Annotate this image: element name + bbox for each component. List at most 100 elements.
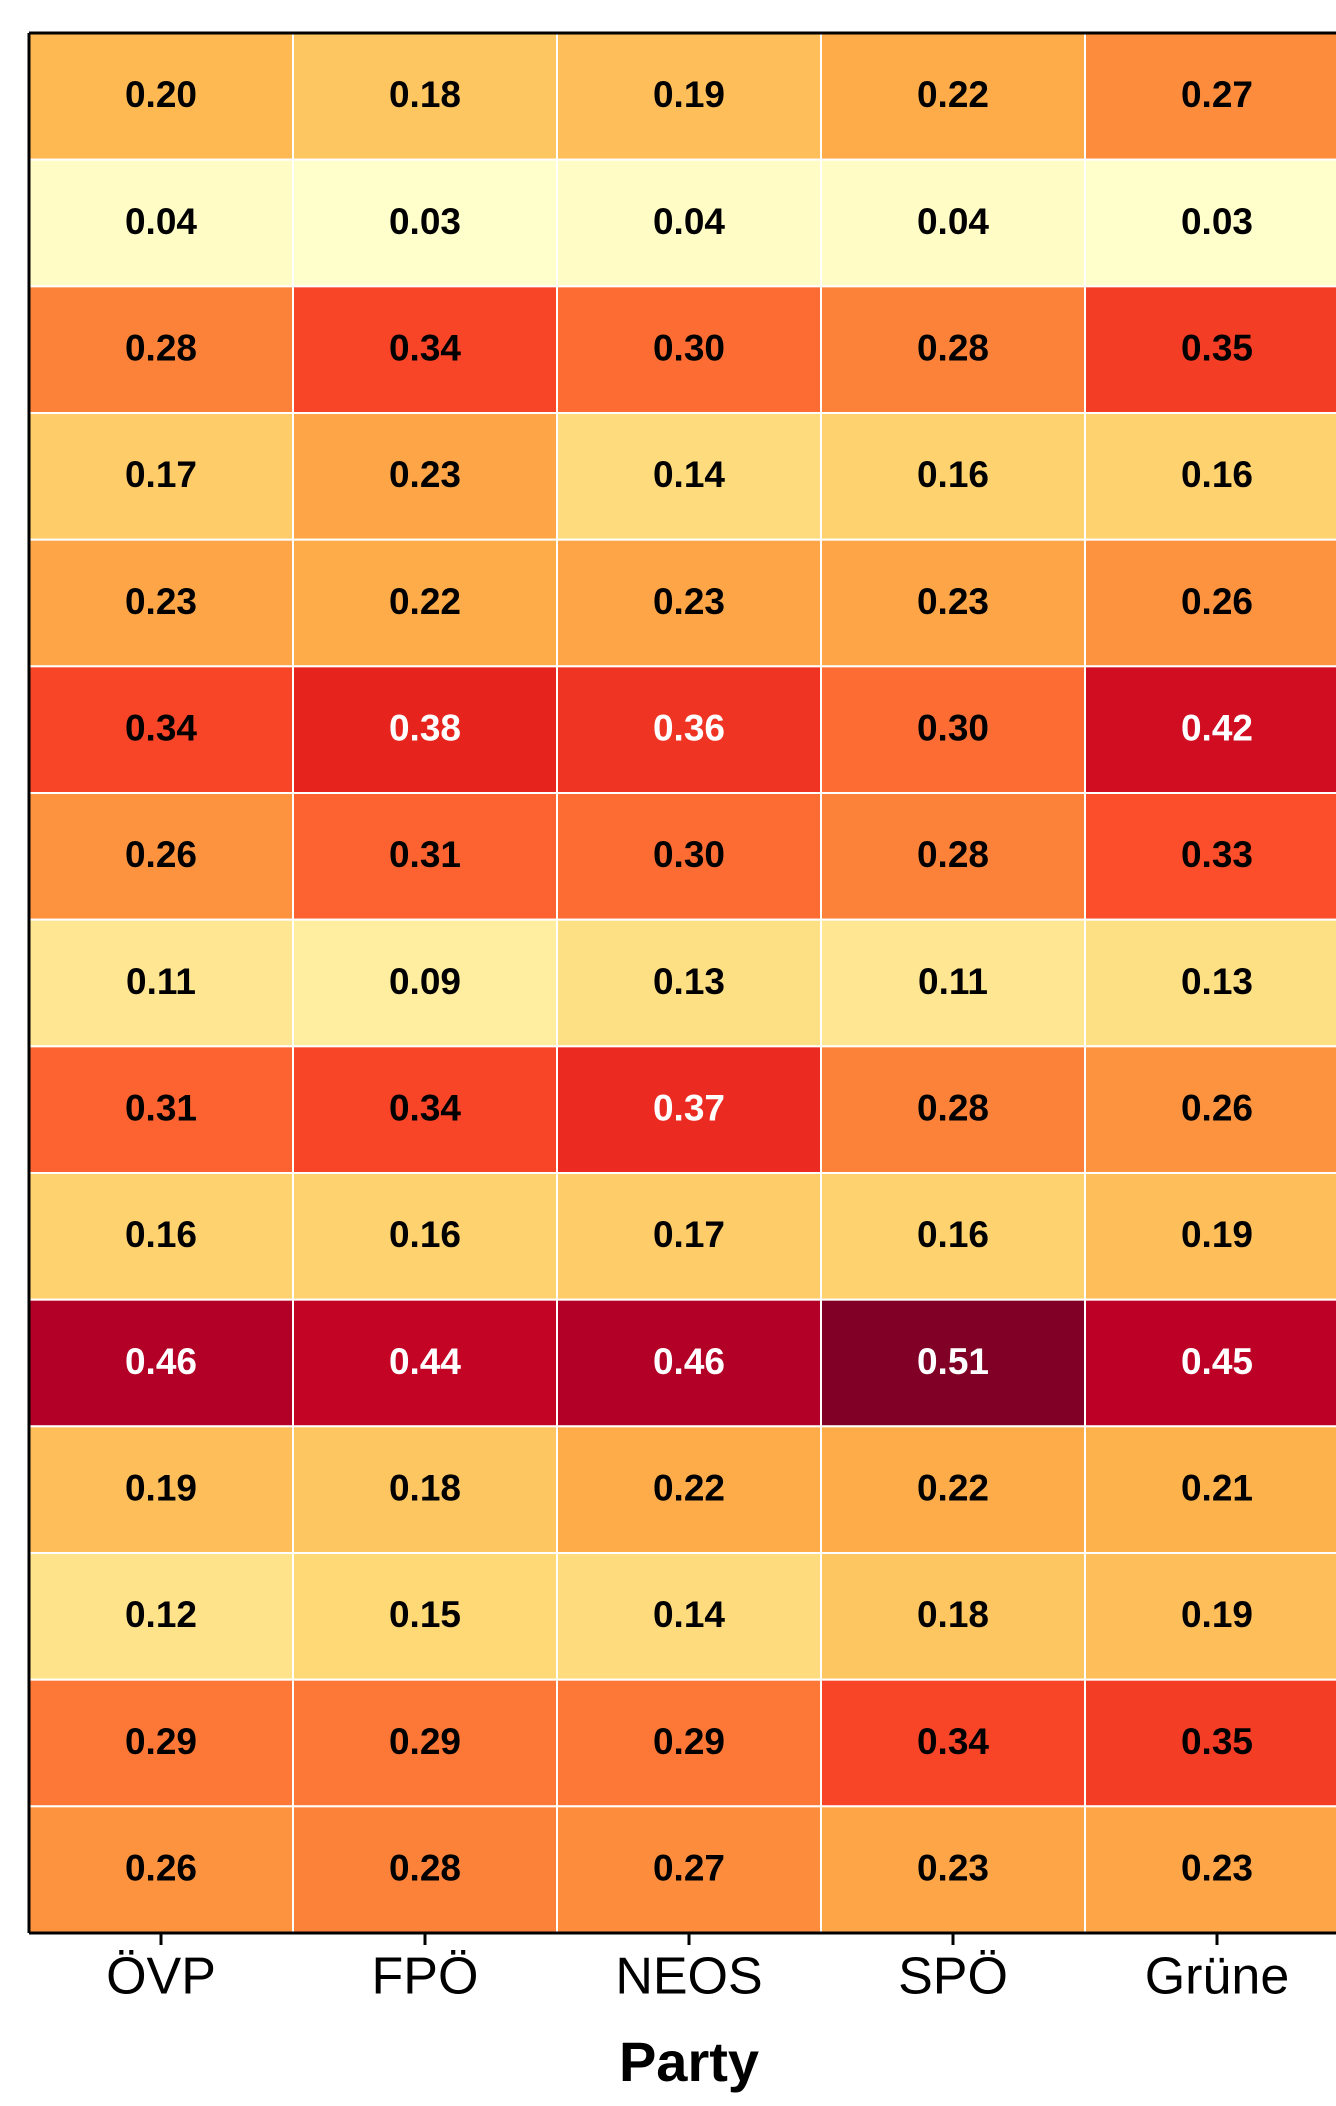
cell: [820, 538, 1086, 668]
cell: [556, 1045, 822, 1175]
cell-label: 0.34: [917, 1721, 989, 1762]
cell-label: 0.30: [653, 834, 725, 875]
cell: [820, 1298, 1086, 1428]
cell: [820, 792, 1086, 921]
cell-label: 0.34: [389, 327, 461, 368]
cell: [292, 538, 558, 668]
cell: [1084, 792, 1336, 921]
cell-label: 0.29: [125, 1721, 197, 1762]
cell: [28, 538, 294, 668]
cell-label: 0.14: [653, 1594, 725, 1635]
cell-label: 0.19: [653, 74, 725, 115]
cell: [1084, 32, 1336, 161]
cell-label: 0.38: [389, 707, 461, 748]
cell: [292, 1045, 558, 1175]
cell: [820, 412, 1086, 541]
x-tick-label: FPÖ: [372, 1948, 479, 2006]
cell-label: 0.31: [389, 834, 461, 875]
cell: [1084, 538, 1336, 668]
cell-label: 0.35: [1181, 327, 1253, 368]
cell-label: 0.17: [653, 1214, 725, 1255]
cell-label: 0.26: [125, 834, 197, 875]
cell-label: 0.03: [1181, 201, 1253, 242]
cell-label: 0.09: [389, 961, 461, 1002]
cell-label: 0.22: [917, 1467, 989, 1508]
cell: [28, 1552, 294, 1681]
cell-label: 0.13: [653, 961, 725, 1002]
cell: [292, 1425, 558, 1555]
cell: [292, 918, 558, 1048]
cell-label: 0.14: [653, 454, 725, 495]
cell-label: 0.27: [653, 1847, 725, 1888]
cell-label: 0.19: [125, 1467, 197, 1508]
cell-label: 0.16: [125, 1214, 197, 1255]
cell: [292, 1678, 558, 1808]
cell-label: 0.18: [389, 74, 461, 115]
cell: [1084, 1805, 1336, 1935]
cell-label: 0.34: [389, 1087, 461, 1128]
cell-label: 0.04: [653, 201, 725, 242]
cell-label: 0.22: [653, 1467, 725, 1508]
cell-label: 0.34: [125, 707, 197, 748]
cell-label: 0.18: [389, 1467, 461, 1508]
cell-label: 0.26: [1181, 581, 1253, 622]
cell: [292, 792, 558, 921]
cell: [556, 1298, 822, 1428]
cell-label: 0.33: [1181, 834, 1253, 875]
cell-label: 0.04: [917, 201, 989, 242]
x-axis-title: Party: [619, 2030, 759, 2093]
cell: [1084, 665, 1336, 794]
cell-label: 0.16: [1181, 454, 1253, 495]
x-tick-label: NEOS: [615, 1948, 762, 2006]
cell-label: 0.16: [917, 1214, 989, 1255]
cell: [28, 32, 294, 161]
cell: [1084, 1425, 1336, 1555]
cell-label: 0.16: [389, 1214, 461, 1255]
cell-label: 0.29: [389, 1721, 461, 1762]
cell: [556, 285, 822, 415]
cell-label: 0.23: [917, 1847, 989, 1888]
x-tick-label: SPÖ: [898, 1948, 1008, 2006]
cell: [292, 412, 558, 541]
cell: [1084, 285, 1336, 415]
cell-label: 0.46: [653, 1341, 725, 1382]
cell: [820, 285, 1086, 415]
cell-label: 0.15: [389, 1594, 461, 1635]
cell-label: 0.17: [125, 454, 197, 495]
cell-label: 0.27: [1181, 74, 1253, 115]
cell: [292, 32, 558, 161]
cell-label: 0.19: [1181, 1594, 1253, 1635]
cell: [556, 538, 822, 668]
cell-label: 0.18: [917, 1594, 989, 1635]
cell-label: 0.22: [917, 74, 989, 115]
cell: [1084, 158, 1336, 288]
cell-label: 0.44: [389, 1341, 461, 1382]
cell: [820, 32, 1086, 161]
cell-label: 0.28: [125, 327, 197, 368]
cell: [820, 1805, 1086, 1935]
cell-label: 0.31: [125, 1087, 197, 1128]
cell-label: 0.28: [389, 1847, 461, 1888]
cell: [292, 158, 558, 288]
cell: [1084, 918, 1336, 1048]
cell: [1084, 1298, 1336, 1428]
cell: [28, 1425, 294, 1555]
cell-label: 0.28: [917, 327, 989, 368]
cell-label: 0.19: [1181, 1214, 1253, 1255]
cell: [292, 1172, 558, 1301]
cell-label: 0.23: [125, 581, 197, 622]
cell-label: 0.13: [1181, 961, 1253, 1002]
cell-label: 0.11: [918, 961, 988, 1002]
cell: [820, 1552, 1086, 1681]
cell-label: 0.23: [653, 581, 725, 622]
cell-label: 0.12: [125, 1594, 197, 1635]
cell-label: 0.37: [653, 1087, 725, 1128]
cell-label: 0.22: [389, 581, 461, 622]
cell-label: 0.45: [1181, 1341, 1253, 1382]
cell-label: 0.03: [389, 201, 461, 242]
cell-label: 0.51: [917, 1341, 989, 1382]
cell: [820, 918, 1086, 1048]
x-tick-label: ÖVP: [106, 1948, 216, 2006]
cell: [556, 1552, 822, 1681]
